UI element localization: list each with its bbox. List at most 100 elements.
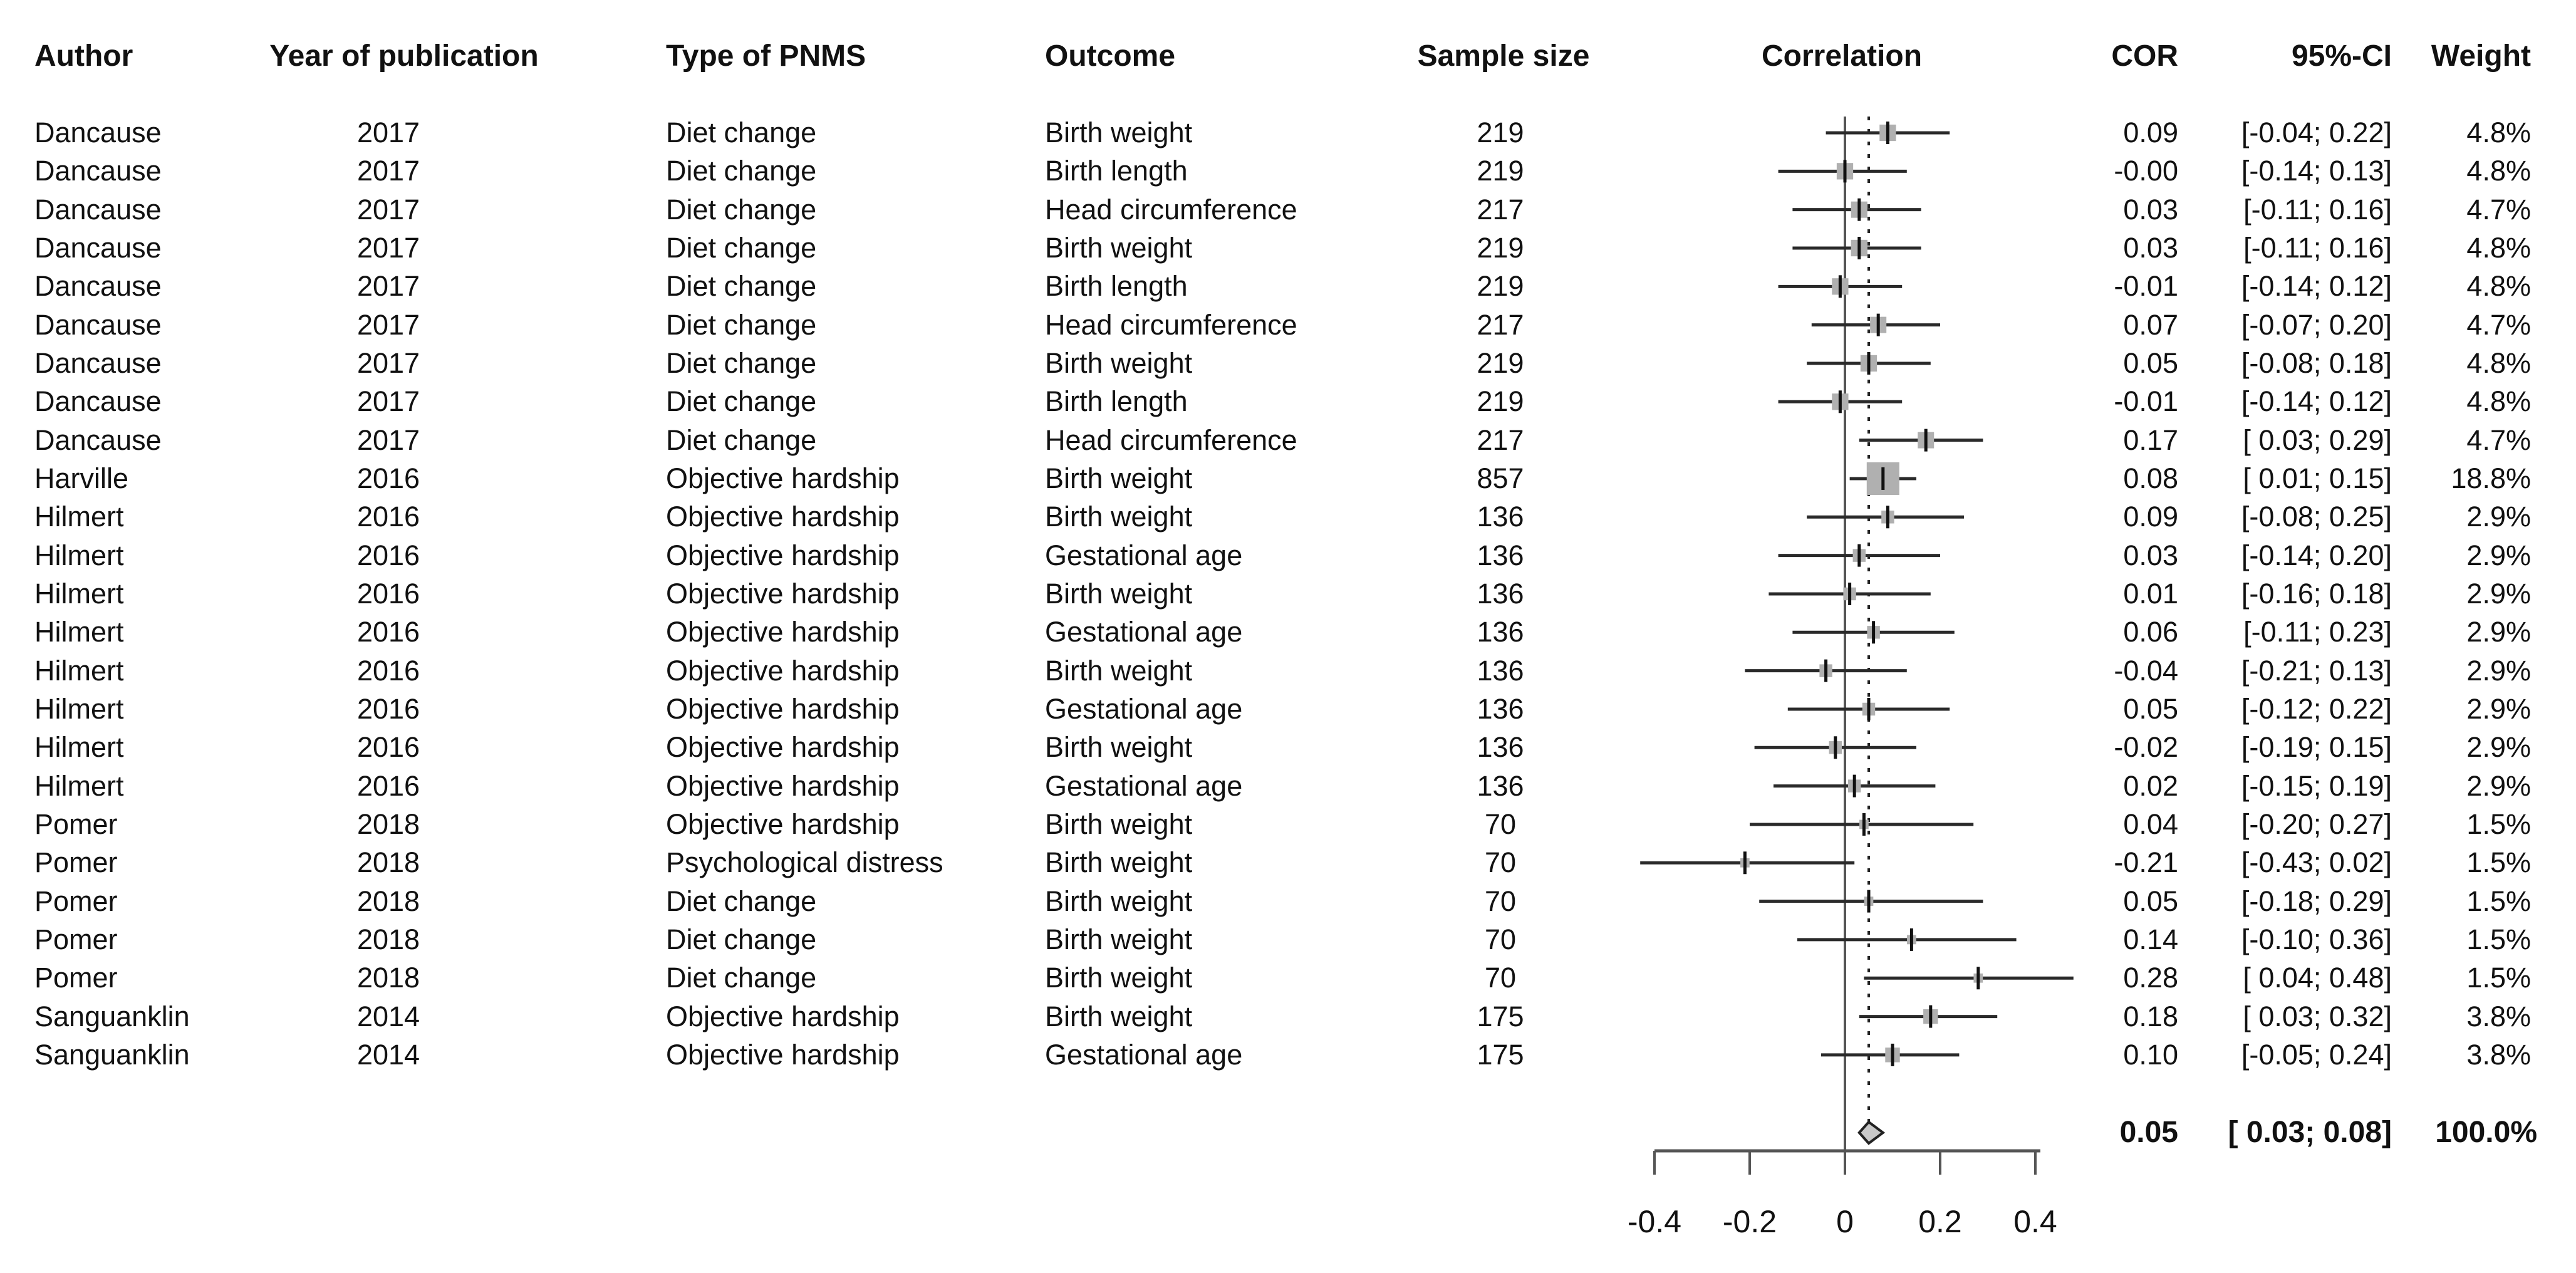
cor-cell: 0.06 xyxy=(2123,616,2178,648)
author-cell: Dancause xyxy=(34,231,162,264)
table-row: Pomer 2018 Diet change Birth weight 70 0… xyxy=(0,959,2576,997)
author-cell: Pomer xyxy=(34,808,118,840)
weight-cell: 2.9% xyxy=(2466,577,2531,610)
summary-ci-value: [ 0.03; 0.08] xyxy=(2228,1116,2392,1149)
header-weight: Weight xyxy=(2431,39,2531,73)
table-row: Hilmert 2016 Objective hardship Birth we… xyxy=(0,497,2576,536)
weight-cell: 1.5% xyxy=(2466,962,2531,994)
ci-cell: [-0.19; 0.15] xyxy=(2241,731,2392,764)
author-cell: Harville xyxy=(34,462,129,494)
summary-weight-value: 100.0% xyxy=(2435,1116,2537,1149)
weight-cell: 2.9% xyxy=(2466,539,2531,571)
outcome-cell: Birth weight xyxy=(1045,462,1193,494)
outcome-cell: Head circumference xyxy=(1045,423,1297,456)
ci-cell: [-0.14; 0.12] xyxy=(2241,385,2392,418)
table-row: Hilmert 2016 Objective hardship Birth we… xyxy=(0,728,2576,767)
sample-size-cell: 70 xyxy=(1484,923,1517,955)
sample-size-cell: 217 xyxy=(1477,308,1524,341)
ci-cell: [ 0.03; 0.32] xyxy=(2243,1000,2392,1032)
year-cell: 2016 xyxy=(356,462,420,494)
type-of-pnms-cell: Objective hardship xyxy=(666,1000,900,1032)
weight-cell: 2.9% xyxy=(2466,731,2531,764)
year-cell: 2018 xyxy=(356,808,420,840)
weight-cell: 2.9% xyxy=(2466,692,2531,725)
cor-cell: 0.03 xyxy=(2123,193,2178,226)
cor-cell: 0.09 xyxy=(2123,117,2178,148)
table-row: Dancause 2017 Diet change Birth weight 2… xyxy=(0,113,2576,152)
weight-cell: 4.7% xyxy=(2466,423,2531,456)
header-correlation: Correlation xyxy=(1761,39,1923,73)
summary-cor-value: 0.05 xyxy=(2119,1116,2178,1149)
sample-size-cell: 136 xyxy=(1477,616,1524,648)
cor-cell: 0.07 xyxy=(2123,308,2178,341)
author-cell: Hilmert xyxy=(34,501,124,533)
ci-cell: [-0.14; 0.12] xyxy=(2241,270,2392,303)
year-cell: 2017 xyxy=(356,270,420,303)
type-of-pnms-cell: Objective hardship xyxy=(666,462,900,494)
author-cell: Dancause xyxy=(34,270,162,303)
weight-cell: 3.8% xyxy=(2466,1000,2531,1032)
sample-size-cell: 217 xyxy=(1477,423,1524,456)
sample-size-cell: 219 xyxy=(1477,385,1524,418)
outcome-cell: Birth length xyxy=(1045,155,1188,187)
x-axis-tick-label: 0 xyxy=(1836,1204,1854,1239)
table-row: Dancause 2017 Diet change Head circumfer… xyxy=(0,306,2576,345)
author-cell: Pomer xyxy=(34,962,118,994)
summary-diamond xyxy=(1857,1120,1886,1145)
type-of-pnms-cell: Diet change xyxy=(666,346,817,379)
cor-cell: 0.05 xyxy=(2123,692,2178,725)
year-cell: 2017 xyxy=(356,346,420,379)
cor-cell: 0.10 xyxy=(2123,1038,2178,1071)
outcome-cell: Birth weight xyxy=(1045,577,1193,610)
outcome-cell: Gestational age xyxy=(1045,616,1243,648)
year-cell: 2017 xyxy=(356,423,420,456)
outcome-cell: Birth weight xyxy=(1045,962,1193,994)
weight-cell: 2.9% xyxy=(2466,654,2531,687)
ci-cell: [-0.12; 0.22] xyxy=(2241,692,2392,725)
header-cor: COR xyxy=(2111,39,2178,73)
type-of-pnms-cell: Diet change xyxy=(666,385,817,418)
type-of-pnms-cell: Objective hardship xyxy=(666,692,900,725)
table-row: Hilmert 2016 Objective hardship Gestatio… xyxy=(0,767,2576,806)
table-row: Dancause 2017 Diet change Head circumfer… xyxy=(0,421,2576,460)
weight-cell: 2.9% xyxy=(2466,501,2531,533)
year-cell: 2016 xyxy=(356,692,420,725)
cor-cell: 0.05 xyxy=(2123,885,2178,917)
author-cell: Hilmert xyxy=(34,577,124,610)
type-of-pnms-cell: Diet change xyxy=(666,923,817,955)
type-of-pnms-cell: Objective hardship xyxy=(666,577,900,610)
weight-cell: 4.8% xyxy=(2466,346,2531,379)
weight-cell: 4.8% xyxy=(2466,231,2531,264)
cor-cell: -0.00 xyxy=(2114,155,2178,187)
year-cell: 2016 xyxy=(356,501,420,533)
outcome-cell: Head circumference xyxy=(1045,308,1297,341)
weight-cell: 4.8% xyxy=(2466,117,2531,148)
table-row: Hilmert 2016 Objective hardship Birth we… xyxy=(0,652,2576,690)
outcome-cell: Birth weight xyxy=(1045,923,1193,955)
sample-size-cell: 857 xyxy=(1477,462,1524,494)
outcome-cell: Birth weight xyxy=(1045,231,1193,264)
ci-cell: [-0.11; 0.16] xyxy=(2243,193,2392,226)
author-cell: Dancause xyxy=(34,155,162,187)
cor-cell: -0.21 xyxy=(2114,846,2178,879)
year-cell: 2018 xyxy=(356,923,420,955)
type-of-pnms-cell: Objective hardship xyxy=(666,616,900,648)
header-type-of-pnms: Type of PNMS xyxy=(666,39,866,73)
year-cell: 2014 xyxy=(356,1000,420,1032)
ci-cell: [-0.14; 0.20] xyxy=(2241,539,2392,571)
outcome-cell: Gestational age xyxy=(1045,692,1243,725)
cor-cell: -0.02 xyxy=(2114,731,2178,764)
cor-cell: 0.18 xyxy=(2123,1000,2178,1032)
author-cell: Dancause xyxy=(34,308,162,341)
table-row: Pomer 2018 Objective hardship Birth weig… xyxy=(0,805,2576,844)
sample-size-cell: 136 xyxy=(1477,654,1524,687)
cor-cell: 0.03 xyxy=(2123,539,2178,571)
ci-cell: [-0.14; 0.13] xyxy=(2241,155,2392,187)
sample-size-cell: 219 xyxy=(1477,155,1524,187)
table-row: Dancause 2017 Diet change Birth length 2… xyxy=(0,382,2576,421)
weight-cell: 1.5% xyxy=(2466,885,2531,917)
cor-cell: 0.05 xyxy=(2123,346,2178,379)
cor-cell: 0.09 xyxy=(2123,501,2178,533)
table-row: Hilmert 2016 Objective hardship Gestatio… xyxy=(0,690,2576,729)
